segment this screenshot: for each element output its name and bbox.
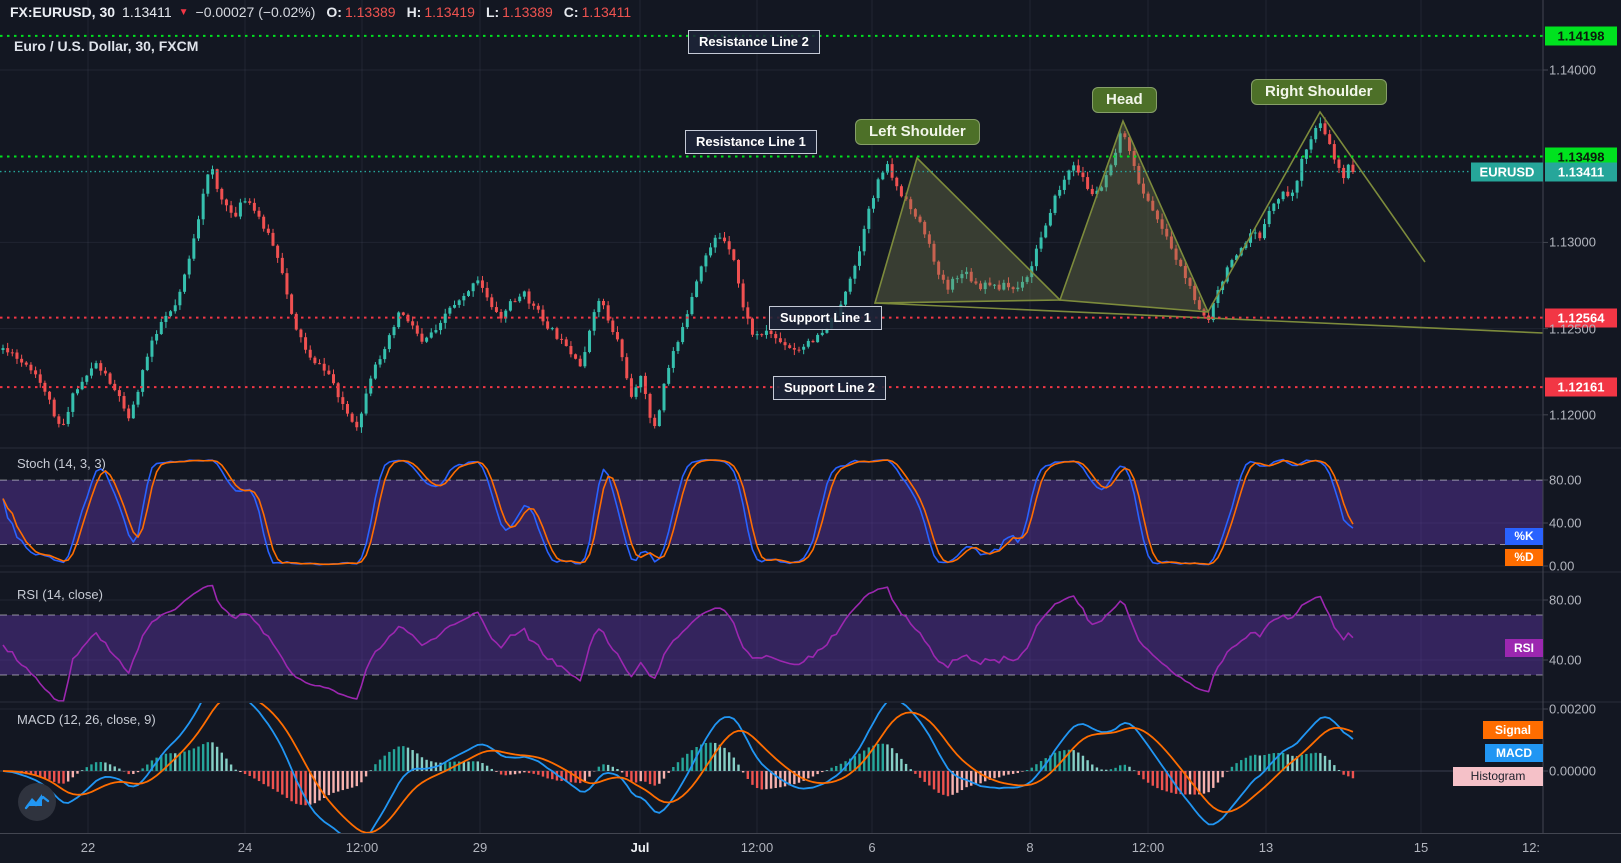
time-tick-24: 24 bbox=[237, 840, 253, 855]
indicator-tick-0.00000: 0.00000 bbox=[1549, 763, 1596, 779]
macd-pane-label[interactable]: MACD (12, 26, close, 9) bbox=[17, 712, 156, 727]
time-tick-1200: 12:00 bbox=[1131, 840, 1165, 855]
resistance-line-2-label[interactable]: Resistance Line 2 bbox=[688, 30, 820, 54]
price-flag-last_price: 1.13411 bbox=[1545, 162, 1617, 182]
open-value: 1.13389 bbox=[344, 4, 396, 20]
macd-line-badge: MACD bbox=[1485, 744, 1543, 762]
time-tick-1200: 12:00 bbox=[345, 840, 379, 855]
indicator-tick-40.00: 40.00 bbox=[1549, 515, 1582, 531]
price-down-icon: ▼ bbox=[178, 6, 189, 18]
price-flag-support1: 1.12564 bbox=[1545, 308, 1617, 328]
high-label: H: bbox=[406, 4, 422, 20]
indicator-tick-80.00: 80.00 bbox=[1549, 472, 1582, 488]
time-tick-13: 13 bbox=[1258, 840, 1274, 855]
resistance-line-1-label[interactable]: Resistance Line 1 bbox=[685, 130, 817, 154]
stoch-k-badge: %K bbox=[1505, 528, 1543, 545]
price-flag-resistance1: 1.13498 bbox=[1545, 147, 1617, 167]
price-flag-support2: 1.12161 bbox=[1545, 377, 1617, 397]
indicator-tick-0.00200: 0.00200 bbox=[1549, 701, 1596, 717]
tradingview-logo-icon bbox=[24, 794, 50, 810]
macd-signal-badge: Signal bbox=[1483, 721, 1543, 739]
symbol-price-tag: EURUSD bbox=[1471, 162, 1543, 182]
high-value: 1.13419 bbox=[424, 4, 475, 20]
macd-histogram-badge: Histogram bbox=[1453, 767, 1543, 786]
time-tick-1200: 12:00 bbox=[740, 840, 774, 855]
support-line-1-label[interactable]: Support Line 1 bbox=[769, 306, 882, 330]
time-tick-15: 15 bbox=[1413, 840, 1429, 855]
chart-title: Euro / U.S. Dollar, 30, FXCM bbox=[14, 38, 199, 54]
time-tick-8: 8 bbox=[1026, 840, 1034, 855]
time-tick-12: 12: bbox=[1521, 840, 1541, 855]
open-label: O: bbox=[326, 4, 342, 20]
last-price: 1.13411 bbox=[122, 4, 172, 20]
support-line-2-label[interactable]: Support Line 2 bbox=[773, 376, 886, 400]
time-tick-6: 6 bbox=[868, 840, 876, 855]
indicator-tick-0.00: 0.00 bbox=[1549, 558, 1575, 574]
indicator-tick-40.00: 40.00 bbox=[1549, 652, 1582, 668]
low-label: L: bbox=[485, 4, 500, 20]
time-axis[interactable]: 22 24 12:00 29 Jul 12:00 6 8 12:00 13 15 12: bbox=[0, 833, 1621, 863]
time-tick-22: 22 bbox=[80, 840, 96, 855]
stoch-pane-label[interactable]: Stoch (14, 3, 3) bbox=[17, 456, 106, 471]
close-label: C: bbox=[563, 4, 579, 20]
price-scale[interactable]: 1.14198 1.13498 1.13411 1.12564 1.12161 1.140… bbox=[1543, 0, 1621, 833]
symbol-info-bar[interactable]: FX:EURUSD, 30 1.13411 ▼ −0.00027 (−0.02%… bbox=[10, 4, 631, 20]
stoch-d-badge: %D bbox=[1505, 549, 1543, 566]
price-flag-resistance2: 1.14198 bbox=[1545, 26, 1617, 46]
price-tick-1.14000: 1.14000 bbox=[1549, 62, 1596, 78]
close-value: 1.13411 bbox=[581, 4, 632, 20]
indicator-tick-80.00: 80.00 bbox=[1549, 592, 1582, 608]
time-tick-Jul: Jul bbox=[630, 840, 650, 855]
rsi-pane-label[interactable]: RSI (14, close) bbox=[17, 587, 103, 602]
price-tick-1.12500: 1.12500 bbox=[1549, 321, 1596, 337]
rsi-badge: RSI bbox=[1505, 639, 1543, 657]
low-value: 1.13389 bbox=[502, 4, 553, 20]
time-tick-29: 29 bbox=[472, 840, 488, 855]
price-change: −0.00027 (−0.02%) bbox=[195, 4, 316, 20]
left-shoulder-label[interactable]: Left Shoulder bbox=[855, 119, 980, 145]
right-shoulder-label[interactable]: Right Shoulder bbox=[1251, 79, 1387, 105]
price-tick-1.12000: 1.12000 bbox=[1549, 407, 1596, 423]
symbol-name[interactable]: FX:EURUSD, 30 bbox=[10, 4, 116, 20]
tradingview-logo[interactable] bbox=[18, 783, 56, 821]
head-label[interactable]: Head bbox=[1092, 87, 1157, 113]
price-tick-1.13000: 1.13000 bbox=[1549, 234, 1596, 250]
